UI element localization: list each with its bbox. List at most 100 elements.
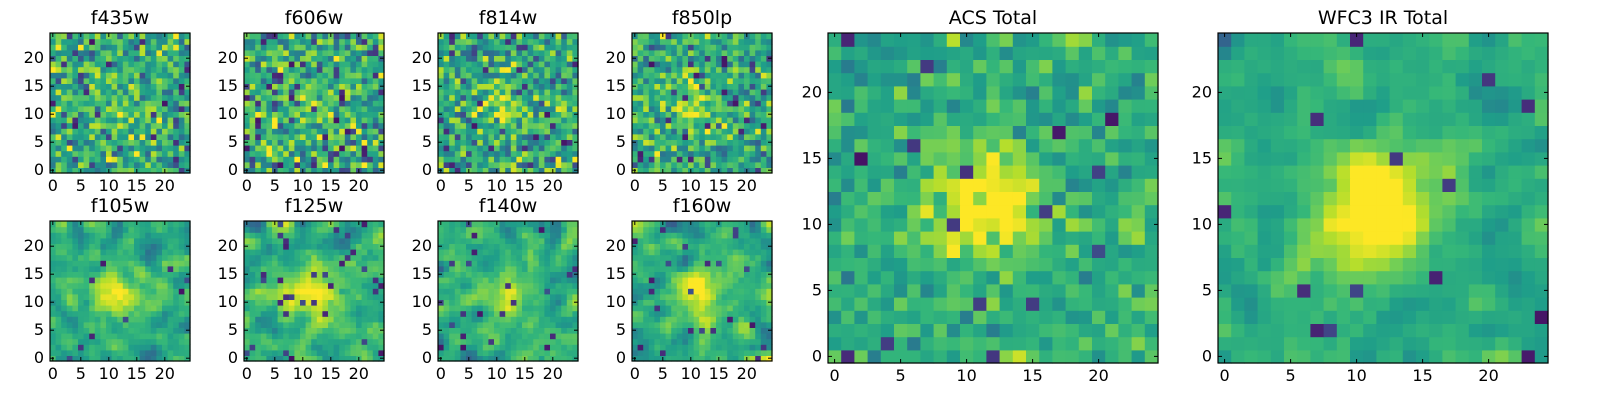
heatmap-cell [533,293,540,300]
heatmap-cell [83,321,90,328]
heatmap-cell [288,38,295,45]
heatmap-cell [704,89,711,96]
heatmap-cell [566,61,573,68]
heatmap-cell [122,305,129,312]
heatmap-cell [438,282,445,289]
heatmap-cell [244,305,251,312]
heatmap-cell [755,333,762,340]
heatmap-cell [89,321,96,328]
heatmap-cell [139,133,146,140]
heatmap-cell [643,277,650,284]
heatmap-cell [516,243,523,250]
heatmap-cell [249,77,256,84]
heatmap-cell [277,221,284,228]
heatmap-cell [499,49,506,56]
heatmap-cell [693,355,700,362]
heatmap-cell [83,316,90,323]
heatmap-cell [272,265,279,272]
heatmap-cell [122,288,129,295]
heatmap-cell [510,55,517,62]
heatmap-cell [482,77,489,84]
heatmap-cell [494,55,501,62]
heatmap-cell [710,167,717,174]
heatmap-cell [660,100,667,107]
heatmap-cell [350,83,357,90]
heatmap-cell [378,133,385,140]
heatmap-cell [466,94,473,101]
heatmap-cell [550,344,557,351]
heatmap-cell [566,265,573,272]
heatmap-cell [561,61,568,68]
heatmap-cell [637,282,644,289]
heatmap-cell [665,167,672,174]
heatmap-cell [288,150,295,157]
heatmap-cell [643,105,650,112]
heatmap-cell [449,288,456,295]
heatmap-cell [367,221,374,228]
heatmap-cell [378,61,385,68]
heatmap-cell [117,77,124,84]
heatmap-cell [438,117,445,124]
heatmap-cell [322,310,329,317]
heatmap-cell [566,277,573,284]
heatmap-cell [561,288,568,295]
heatmap-cell [184,305,191,312]
heatmap-cell [755,321,762,328]
heatmap-cell [671,156,678,163]
heatmap-cell [167,133,174,140]
heatmap-cell [100,139,107,146]
heatmap-cell [61,49,68,56]
heatmap-cell [50,150,57,157]
heatmap-cell [566,94,573,101]
heatmap-cell [710,344,717,351]
heatmap-cell [438,49,445,56]
heatmap-cell [283,122,290,129]
heatmap-cell [648,310,655,317]
heatmap-cell [162,72,169,79]
heatmap-cell [505,111,512,118]
heatmap-cell [566,333,573,340]
heatmap-cell [255,355,262,362]
heatmap-cell [117,232,124,239]
heatmap-cell [632,333,639,340]
heatmap-cell [145,33,152,40]
heatmap-cell [449,260,456,267]
heatmap-cell [721,338,728,345]
heatmap-cell [516,89,523,96]
heatmap-cell [94,237,101,244]
heatmap-cell [471,94,478,101]
heatmap-cell [637,288,644,295]
heatmap-cell [266,117,273,124]
heatmap-cell [494,111,501,118]
heatmap-cell [283,77,290,84]
heatmap-cell [566,83,573,90]
heatmap-cell [122,117,129,124]
heatmap-cell [665,156,672,163]
heatmap-cell [344,89,351,96]
heatmap-cell [372,288,379,295]
heatmap-cell [766,49,773,56]
heatmap-cell [100,77,107,84]
heatmap-cell [333,117,340,124]
heatmap-cell [555,321,562,328]
heatmap-cell [732,349,739,356]
heatmap-cell [710,38,717,45]
heatmap-cell [544,226,551,233]
heatmap-cell [266,221,273,228]
heatmap-cell [477,288,484,295]
heatmap-cell [350,243,357,250]
heatmap-cell [78,293,85,300]
heatmap-cell [688,100,695,107]
heatmap-cell [482,299,489,306]
heatmap-cell [117,271,124,278]
heatmap-cell [738,150,745,157]
heatmap-cell [699,321,706,328]
heatmap-cell [367,254,374,261]
heatmap-cell [738,122,745,129]
heatmap-cell [244,321,251,328]
heatmap-cell [704,167,711,174]
heatmap-cell [272,139,279,146]
heatmap-cell [710,94,717,101]
heatmap-cell [156,288,163,295]
heatmap-cell [660,293,667,300]
